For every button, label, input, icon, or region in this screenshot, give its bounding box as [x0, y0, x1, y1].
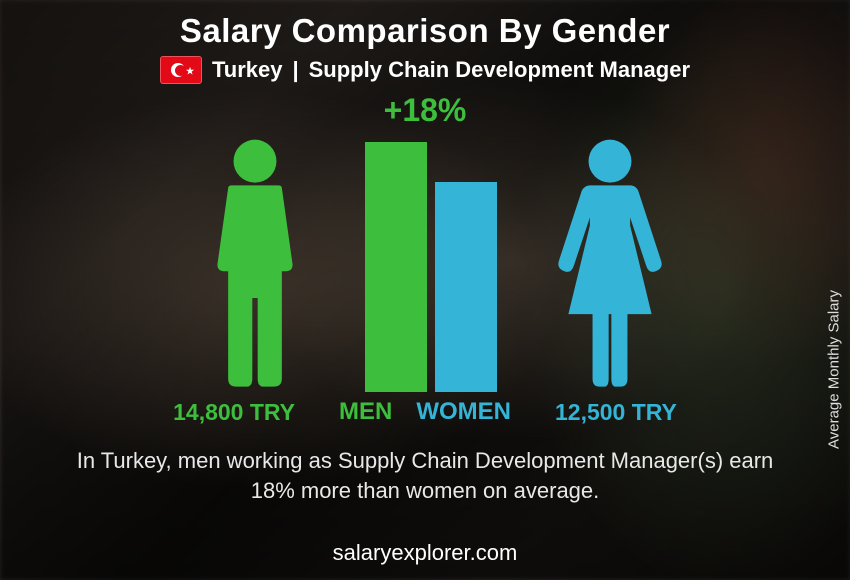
male-person-icon	[185, 137, 325, 392]
chart-area: +18% 14,800 TRY MEN WOMEN 12	[75, 92, 775, 432]
footer-source: salaryexplorer.com	[0, 540, 850, 566]
chart-labels: 14,800 TRY MEN WOMEN 12,500 TRY	[75, 398, 775, 426]
role-label: Supply Chain Development Manager	[309, 57, 690, 83]
female-salary: 12,500 TRY	[555, 399, 677, 426]
separator: |	[292, 57, 298, 83]
y-axis-label: Average Monthly Salary	[826, 290, 843, 449]
country-label: Turkey	[212, 57, 283, 83]
male-label: MEN	[339, 398, 392, 426]
flag-icon: ★	[160, 56, 202, 84]
difference-label: +18%	[384, 92, 467, 129]
female-person-icon	[535, 137, 685, 392]
female-bar	[435, 182, 497, 392]
male-bar	[365, 142, 427, 392]
page-title: Salary Comparison By Gender	[0, 0, 850, 50]
female-label: WOMEN	[416, 398, 511, 426]
caption-text: In Turkey, men working as Supply Chain D…	[0, 446, 850, 505]
subtitle-row: ★ Turkey | Supply Chain Development Mana…	[0, 56, 850, 84]
male-salary: 14,800 TRY	[173, 399, 295, 426]
